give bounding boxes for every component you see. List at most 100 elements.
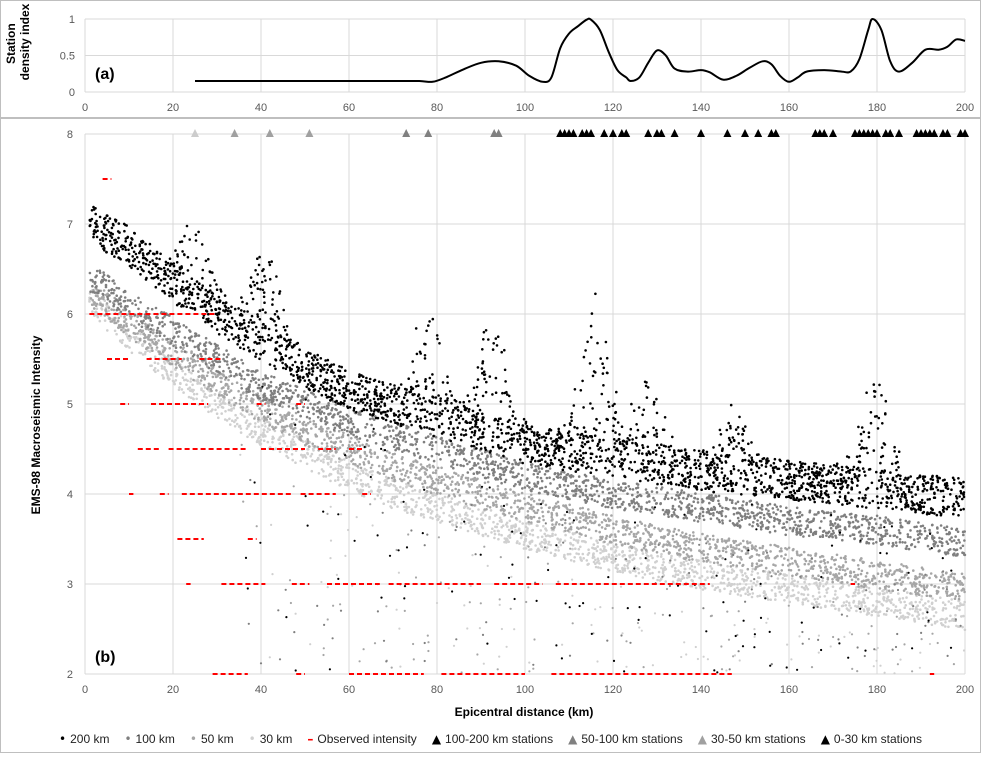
- data-point: [959, 547, 962, 550]
- outlier-point: [876, 660, 878, 662]
- data-point: [922, 604, 925, 607]
- data-point: [683, 557, 686, 560]
- data-point: [832, 530, 835, 533]
- outlier-point: [725, 669, 727, 671]
- outlier-point: [271, 573, 273, 575]
- data-point: [289, 389, 292, 392]
- data-point: [267, 405, 270, 408]
- data-point: [857, 589, 860, 592]
- data-point: [496, 453, 499, 456]
- data-point: [266, 411, 269, 414]
- data-point: [403, 506, 406, 509]
- data-point: [184, 350, 187, 353]
- data-point: [451, 480, 454, 483]
- data-point: [665, 543, 668, 546]
- data-point: [477, 530, 480, 533]
- data-point: [415, 473, 418, 476]
- data-point: [228, 399, 231, 402]
- data-point: [654, 541, 657, 544]
- data-point: [921, 595, 924, 598]
- data-point: [770, 516, 773, 519]
- data-point: [420, 463, 423, 466]
- data-point: [224, 390, 227, 393]
- data-point: [402, 468, 405, 471]
- data-point: [276, 399, 279, 402]
- data-point: [236, 417, 239, 420]
- data-point: [619, 506, 622, 509]
- data-point: [113, 282, 116, 285]
- data-point: [367, 445, 370, 448]
- data-point: [226, 419, 229, 422]
- data-point: [171, 340, 174, 343]
- data-point: [492, 502, 495, 505]
- data-point: [434, 500, 437, 503]
- data-point: [94, 311, 97, 314]
- data-point: [169, 321, 172, 324]
- data-point: [240, 431, 243, 434]
- outlier-point: [695, 646, 697, 648]
- data-point: [151, 341, 154, 344]
- data-point: [703, 519, 706, 522]
- data-point: [461, 518, 464, 521]
- data-point: [922, 612, 925, 615]
- data-point: [892, 590, 895, 593]
- data-point: [285, 451, 288, 454]
- data-point: [412, 464, 415, 467]
- data-point: [311, 470, 314, 473]
- data-point: [315, 425, 318, 428]
- data-point: [263, 393, 266, 396]
- data-point: [405, 503, 408, 506]
- data-point: [407, 491, 410, 494]
- data-point: [521, 534, 524, 537]
- data-point: [674, 508, 677, 511]
- data-point: [675, 546, 678, 549]
- data-point: [378, 481, 381, 484]
- outlier-point: [843, 636, 845, 638]
- data-point: [543, 548, 546, 551]
- data-point: [215, 345, 218, 348]
- data-point: [219, 400, 222, 403]
- data-point: [799, 511, 802, 514]
- data-point: [473, 479, 476, 482]
- data-point: [531, 463, 534, 466]
- data-point: [880, 575, 883, 578]
- data-point: [217, 397, 220, 400]
- data-point: [844, 558, 847, 561]
- data-point: [291, 418, 294, 421]
- data-point: [204, 406, 207, 409]
- data-point: [170, 371, 173, 374]
- data-point: [386, 450, 389, 453]
- data-point: [281, 416, 284, 419]
- outlier-point: [561, 644, 563, 646]
- data-point: [708, 502, 711, 505]
- data-point: [199, 364, 202, 367]
- data-point: [628, 555, 631, 558]
- outlier-point: [320, 581, 322, 583]
- data-point: [791, 562, 794, 565]
- data-point: [291, 459, 294, 462]
- data-point: [797, 581, 800, 584]
- data-point: [791, 580, 794, 583]
- data-point: [320, 453, 323, 456]
- data-point: [708, 543, 711, 546]
- data-point: [355, 431, 358, 434]
- data-point: [436, 504, 439, 507]
- panel-b-frame: [1, 119, 981, 753]
- data-point: [612, 561, 615, 564]
- panel-b-grid: [85, 134, 965, 674]
- data-point: [282, 401, 285, 404]
- data-point: [230, 399, 233, 402]
- data-point: [374, 451, 377, 454]
- data-point: [623, 554, 626, 557]
- data-point: [884, 587, 887, 590]
- data-point: [225, 376, 228, 379]
- data-point: [521, 522, 524, 525]
- data-point: [696, 538, 699, 541]
- data-point: [351, 452, 354, 455]
- data-point: [118, 287, 121, 290]
- data-point: [622, 534, 625, 537]
- data-point: [421, 483, 424, 486]
- data-point: [266, 430, 269, 433]
- data-point: [722, 575, 725, 578]
- data-point: [733, 513, 736, 516]
